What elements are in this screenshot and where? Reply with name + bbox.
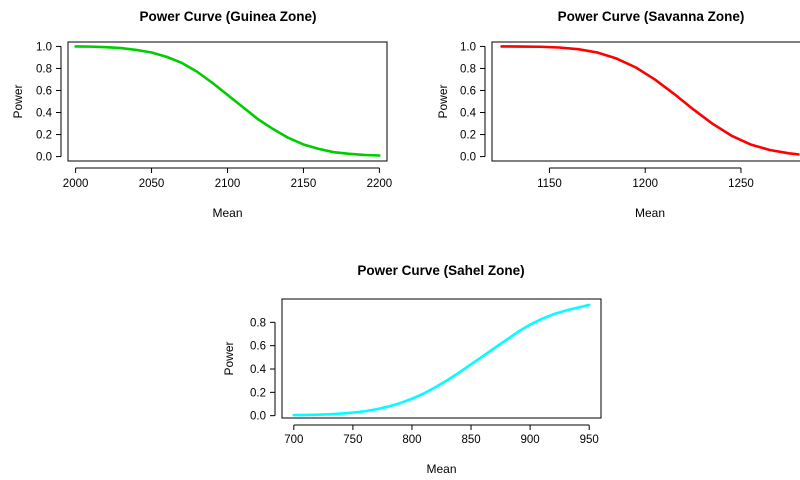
x-tick-label: 1150: [537, 178, 562, 190]
y-tick-label: 0.4: [250, 364, 267, 376]
x-tick-label: 2050: [139, 178, 165, 190]
y-tick-label: 1.0: [460, 41, 476, 53]
x-tick-label: 750: [343, 434, 362, 446]
chart-title: Power Curve (Sahel Zone): [357, 263, 524, 278]
y-tick-label: 0.2: [36, 130, 52, 142]
y-tick-label: 0.6: [250, 341, 266, 353]
y-tick-label: 0.0: [460, 152, 476, 164]
y-tick-label: 0.4: [36, 108, 53, 120]
plot-frame: [491, 41, 800, 162]
y-tick-label: 0.8: [250, 317, 266, 329]
y-tick-label: 0.0: [36, 152, 52, 164]
x-axis-label: Mean: [212, 206, 242, 220]
plot-frame: [281, 298, 602, 419]
y-tick-label: 0.6: [36, 85, 52, 97]
y-axis-label: Power: [436, 84, 450, 118]
series-line: [500, 45, 800, 156]
x-tick-label: 800: [402, 434, 421, 446]
y-tick-label: 0.2: [460, 130, 476, 142]
y-tick-label: 0.4: [460, 108, 477, 120]
y-axis-label: Power: [11, 84, 25, 118]
x-tick-label: 950: [580, 434, 599, 446]
chart-panel-2: Power Curve (Sahel Zone) 700 750 800 850 900 9…: [222, 263, 602, 476]
x-axis-label: Mean: [635, 206, 665, 220]
chart-title: Power Curve (Guinea Zone): [139, 9, 316, 24]
plot-frame: [67, 41, 388, 162]
y-tick-label: 0.8: [36, 63, 52, 75]
chart-title: Power Curve (Savanna Zone): [558, 9, 745, 24]
chart-panel-0: Power Curve (Guinea Zone) 2000 2050 2100 215…: [11, 9, 392, 220]
x-tick-label: 850: [461, 434, 480, 446]
y-tick-label: 0.6: [460, 85, 476, 97]
y-tick-label: 0.8: [460, 63, 476, 75]
chart-panel-1: Power Curve (Savanna Zone) 1150 1200 1250 0.…: [436, 9, 800, 220]
x-tick-label: 900: [521, 434, 540, 446]
series-line: [74, 45, 381, 157]
x-axis-label: Mean: [426, 462, 456, 476]
y-tick-label: 0.2: [250, 387, 266, 399]
y-tick-label: 0.0: [250, 411, 266, 423]
x-tick-label: 700: [284, 434, 303, 446]
y-axis-label: Power: [222, 341, 236, 375]
x-tick-label: 1250: [728, 178, 754, 190]
series-line: [292, 303, 591, 417]
x-tick-label: 2200: [367, 178, 393, 190]
x-tick-label: 2000: [63, 178, 89, 190]
y-tick-label: 1.0: [36, 41, 52, 53]
x-tick-label: 2100: [215, 178, 241, 190]
x-tick-label: 1200: [632, 178, 658, 190]
x-tick-label: 2150: [291, 178, 317, 190]
